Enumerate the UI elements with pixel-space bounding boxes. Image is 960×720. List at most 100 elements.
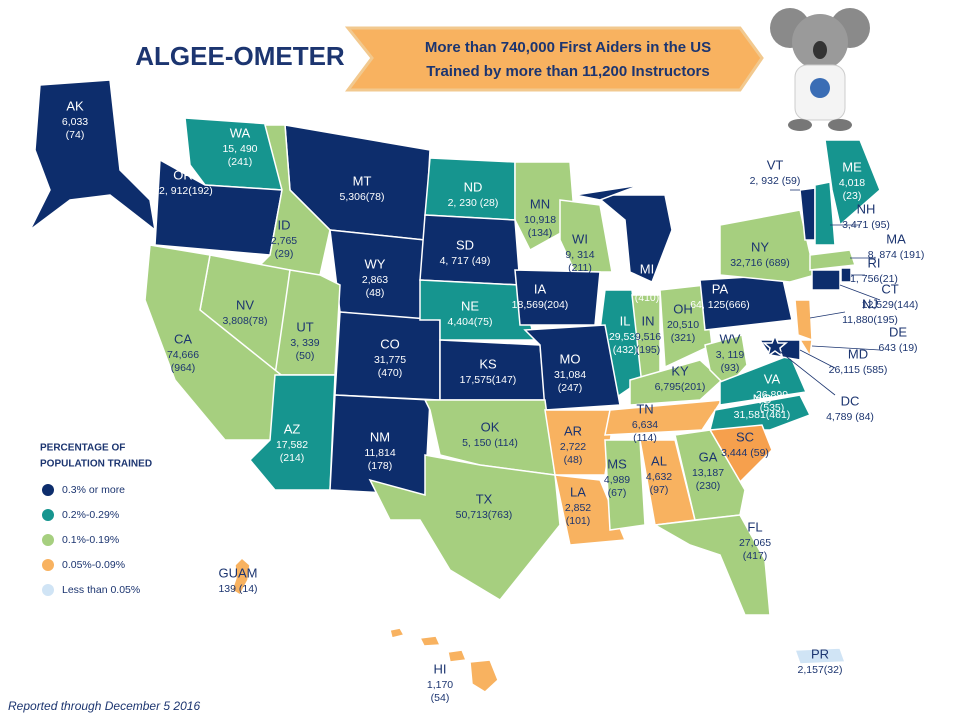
state-count: 10,918 bbox=[524, 214, 556, 226]
state-count: 6,634 bbox=[632, 419, 658, 431]
legend-swatch bbox=[42, 534, 54, 546]
state-count: 31,084 bbox=[554, 369, 586, 381]
state-count: 3, 119 bbox=[716, 349, 745, 361]
state-abbr: NV bbox=[236, 297, 254, 312]
leader-line bbox=[811, 345, 881, 351]
state-count: 29,531 bbox=[609, 331, 641, 343]
state bbox=[652, 514, 771, 616]
state-count: (93) bbox=[721, 362, 740, 374]
state-abbr: NY bbox=[751, 239, 769, 254]
state-abbr: CT bbox=[881, 281, 898, 296]
state-abbr: AL bbox=[651, 453, 667, 468]
state-count: 12, 912(192) bbox=[153, 185, 213, 197]
state-count: 4, 717 (49) bbox=[440, 255, 491, 267]
state-count: 64, 125(666) bbox=[690, 299, 750, 311]
state-count: 26,899 bbox=[756, 389, 788, 401]
legend-label: Less than 0.05% bbox=[62, 584, 140, 596]
state-count: 12,529(144) bbox=[862, 299, 919, 311]
state-shape bbox=[719, 209, 816, 283]
state-count: (410) bbox=[635, 292, 660, 304]
state-abbr: MO bbox=[560, 351, 581, 366]
state-count: 5, 150 (114) bbox=[462, 437, 518, 449]
state-shape bbox=[592, 194, 673, 284]
state-count: 1, 756(21) bbox=[850, 273, 898, 285]
state-count: 139 (14) bbox=[218, 583, 257, 595]
state-shape bbox=[794, 299, 813, 342]
state-shape bbox=[248, 374, 336, 491]
state-count: (48) bbox=[564, 454, 583, 466]
state-count: 3,808(78) bbox=[223, 315, 268, 327]
state-count: (417) bbox=[743, 550, 768, 562]
state-shape bbox=[514, 269, 601, 326]
state-shape bbox=[469, 659, 499, 693]
state-abbr: RI bbox=[868, 255, 881, 270]
state bbox=[604, 439, 646, 531]
legend-title: PERCENTAGE OF bbox=[40, 443, 125, 454]
state-abbr: ND bbox=[464, 179, 483, 194]
labels: AK 6,033(74) WA 15, 490(241) OR 12, 912(192) M… bbox=[62, 98, 924, 703]
banner-line: More than 740,000 First Aiders in the US bbox=[425, 39, 711, 56]
legend-label: 0.1%-0.19% bbox=[62, 534, 119, 546]
state bbox=[761, 334, 789, 358]
state bbox=[389, 627, 499, 693]
state-count: 4,018 bbox=[839, 177, 865, 189]
state-count: 11,880(195) bbox=[842, 314, 898, 326]
state-abbr: OK bbox=[481, 419, 500, 434]
legend-label: 0.05%-0.09% bbox=[62, 559, 125, 571]
state-abbr: IA bbox=[534, 281, 547, 296]
state bbox=[231, 556, 251, 597]
state-shape bbox=[447, 649, 468, 663]
state-count: (101) bbox=[566, 515, 591, 527]
state-abbr: MA bbox=[886, 231, 906, 246]
state bbox=[329, 394, 431, 496]
state bbox=[674, 429, 746, 521]
state-shape bbox=[329, 394, 431, 496]
state-count: 2,852 bbox=[565, 502, 591, 514]
state bbox=[629, 359, 724, 406]
leader-line bbox=[799, 349, 836, 369]
state-shape bbox=[274, 269, 341, 376]
state-count: 32,716 (689) bbox=[730, 257, 790, 269]
state-count: (50) bbox=[296, 350, 315, 362]
state-count: 26,115 (585) bbox=[829, 364, 888, 376]
legend-label: 0.3% or more bbox=[62, 484, 125, 496]
state-count: 2,765 bbox=[271, 235, 297, 247]
state-count: (178) bbox=[368, 460, 393, 472]
state-abbr: OR bbox=[173, 167, 193, 182]
state bbox=[514, 269, 601, 326]
state-count: 50,713(763) bbox=[456, 509, 513, 521]
state-shape bbox=[629, 359, 724, 406]
state bbox=[709, 394, 812, 431]
state-abbr: AR bbox=[564, 423, 582, 438]
state-count: 13,187 bbox=[692, 467, 724, 479]
state bbox=[840, 267, 852, 283]
title: ALGEE-OMETER bbox=[135, 41, 345, 71]
state-count: 31,775 bbox=[374, 354, 406, 366]
state-count: 4,404(75) bbox=[448, 316, 493, 328]
state-count: 9,516 bbox=[635, 331, 661, 343]
state bbox=[368, 454, 561, 601]
state-abbr: VT bbox=[767, 157, 784, 172]
state-shape bbox=[29, 79, 157, 232]
state-shape bbox=[761, 334, 789, 358]
state-abbr: DE bbox=[889, 324, 907, 339]
state bbox=[604, 399, 724, 436]
state-shape bbox=[574, 184, 641, 201]
state bbox=[274, 269, 341, 376]
state-count: 36,549 bbox=[631, 279, 663, 291]
state-abbr: HI bbox=[434, 661, 447, 676]
state-count: (29) bbox=[275, 248, 294, 260]
state-abbr: MT bbox=[353, 173, 372, 188]
state-abbr: WV bbox=[720, 331, 741, 346]
state bbox=[809, 249, 857, 271]
state bbox=[824, 139, 881, 227]
state-abbr: WI bbox=[572, 231, 588, 246]
state-abbr: WA bbox=[230, 125, 251, 140]
state-shape bbox=[554, 474, 627, 546]
state-shape bbox=[814, 181, 836, 246]
state-count: (54) bbox=[431, 692, 450, 704]
state-shape bbox=[709, 394, 812, 431]
state-count: 2,722 bbox=[560, 441, 586, 453]
state-abbr: LA bbox=[570, 484, 586, 499]
